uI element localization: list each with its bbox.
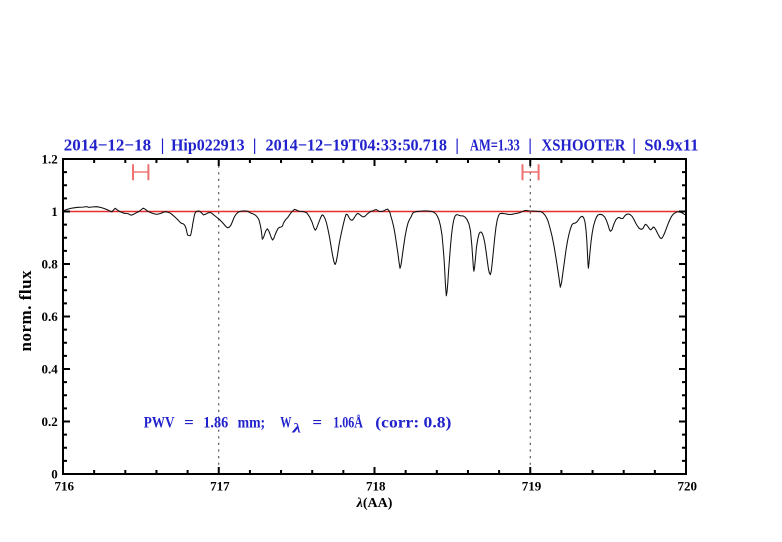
svg-text:Hip022913: Hip022913 [171,135,245,155]
svg-text:717: 717 [210,479,230,494]
svg-text:λ: λ [291,420,301,436]
svg-text:W: W [280,413,291,430]
svg-text:0.2: 0.2 [42,414,58,429]
svg-text:norm. flux: norm. flux [16,270,35,352]
svg-text:|: | [632,135,636,154]
svg-text:|: | [455,135,459,154]
svg-text:0.6: 0.6 [42,309,59,324]
svg-text:0.4: 0.4 [42,362,59,377]
svg-text:2014−12−19T04:33:50.718: 2014−12−19T04:33:50.718 [266,135,447,154]
svg-text:XSHOOTER: XSHOOTER [542,137,626,155]
svg-text:1.86: 1.86 [203,415,228,432]
svg-text:=: = [312,413,322,431]
svg-text:2014−12−18: 2014−12−18 [64,135,151,154]
svg-text:719: 719 [522,479,542,494]
svg-text:0: 0 [51,467,58,482]
svg-text:1: 1 [51,204,58,219]
svg-text:AM=1.33: AM=1.33 [470,137,520,155]
svg-text:718: 718 [366,479,386,494]
svg-text:mm;: mm; [238,415,266,432]
svg-text:1.2: 1.2 [42,152,58,167]
svg-text:716: 716 [54,479,74,494]
svg-text:720: 720 [677,479,697,494]
svg-text:1.06Å: 1.06Å [333,414,363,432]
svg-text:=: = [184,413,194,431]
svg-text:|: | [528,135,532,154]
svg-text:(corr: 0.8): (corr: 0.8) [375,413,451,431]
svg-text:S0.9x11: S0.9x11 [644,135,698,154]
svg-text:|: | [253,135,257,154]
svg-text:|: | [161,135,165,154]
svg-text:0.8: 0.8 [42,257,59,272]
svg-text:PWV: PWV [144,414,175,431]
svg-text:λ(AA): λ(AA) [356,496,393,511]
